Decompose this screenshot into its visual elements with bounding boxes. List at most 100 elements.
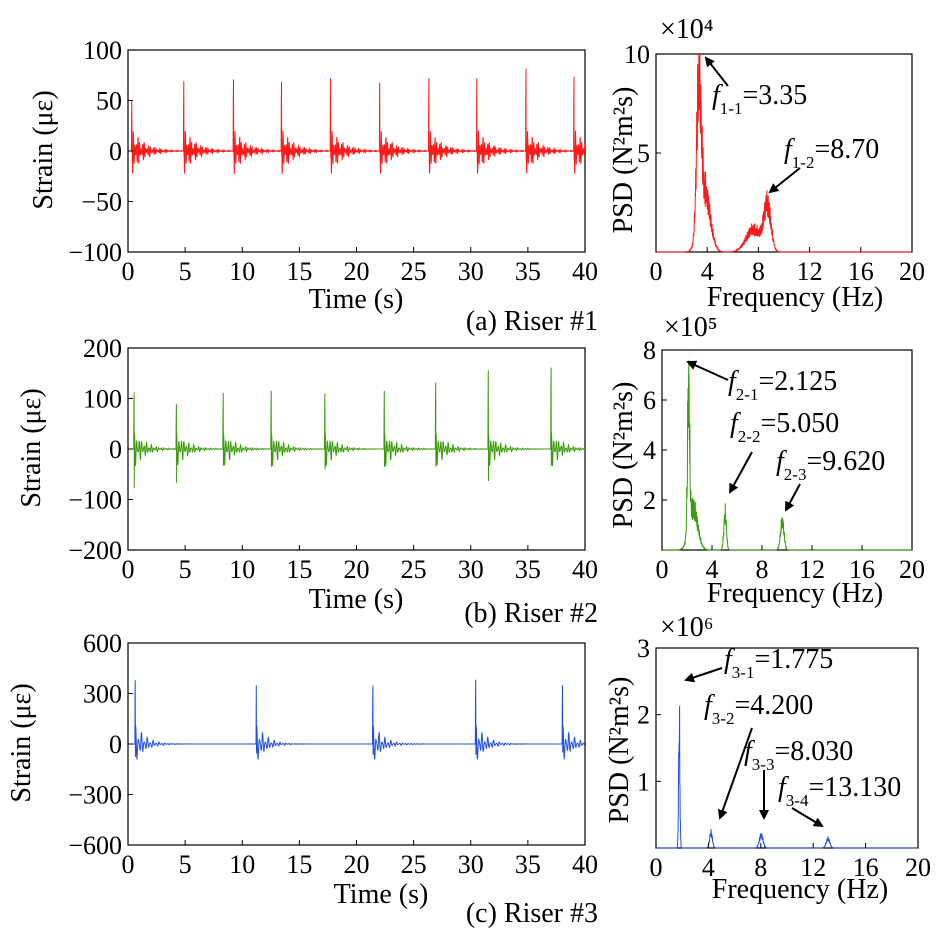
x-tick-label: 5 — [179, 555, 192, 584]
x-tick-label: 40 — [572, 257, 598, 286]
y-axis-label: PSD (N²m²s) — [608, 382, 639, 529]
y-tick-label: 2 — [643, 486, 656, 515]
y-tick-label: −50 — [81, 188, 122, 217]
peak-annotation: f2-3=9.620 — [776, 446, 885, 484]
annotation-arrow — [704, 56, 729, 87]
series-line — [656, 705, 918, 849]
x-tick-label: 4 — [706, 555, 719, 584]
x-tick-label: 40 — [572, 555, 598, 584]
y-tick-label: 8 — [643, 336, 656, 365]
y-tick-label: 3 — [637, 634, 650, 663]
scale-label: ×10⁵ — [664, 312, 718, 343]
x-tick-label: 25 — [401, 850, 427, 879]
strain-panel-riser3: −600 −300 0 300 600 0 5 10 15 20 25 30 35 40 Strain (… — [6, 629, 598, 929]
x-tick-label: 16 — [853, 853, 879, 882]
y-tick-label: −100 — [68, 486, 122, 515]
peak-annotation: f3-3=8.030 — [744, 736, 853, 774]
y-tick-label: 10 — [624, 40, 650, 69]
x-tick-label: 0 — [656, 555, 669, 584]
y-axis-label: PSD (N²m²s) — [604, 677, 635, 824]
y-tick-label: 50 — [96, 87, 122, 116]
peak-annotation: f3-1=1.775 — [724, 644, 833, 682]
x-tick-label: 15 — [286, 555, 312, 584]
x-tick-label: 5 — [179, 850, 192, 879]
scale-label: ×10⁴ — [660, 14, 714, 45]
y-axis-label: PSD (N²m²s) — [608, 87, 639, 234]
x-tick-label: 35 — [515, 555, 541, 584]
x-axis-label: Time (s) — [334, 879, 429, 910]
x-tick-label: 0 — [122, 850, 135, 879]
y-tick-label: 100 — [83, 36, 122, 65]
x-tick-label: 35 — [515, 850, 541, 879]
peak-annotation: f3-2=4.200 — [704, 690, 813, 728]
series-line — [128, 367, 586, 488]
x-tick-label: 20 — [344, 555, 370, 584]
y-tick-label: 600 — [83, 629, 122, 658]
y-axis-label: Strain (με) — [28, 90, 59, 209]
x-tick-label: 8 — [752, 257, 765, 286]
x-tick-label: 4 — [702, 853, 715, 882]
series-line — [128, 68, 586, 175]
x-tick-label: 12 — [800, 853, 826, 882]
y-tick-label: 0 — [109, 137, 122, 166]
series-line — [128, 679, 586, 760]
annotation-arrow — [729, 451, 753, 494]
x-tick-label: 8 — [754, 853, 767, 882]
x-tick-label: 0 — [650, 257, 663, 286]
peak-annotation: f2-2=5.050 — [730, 408, 839, 446]
peak-annotation: f1-1=3.35 — [712, 80, 807, 118]
x-tick-label: 4 — [701, 257, 714, 286]
x-tick-label: 30 — [458, 257, 484, 286]
y-axis-label: Strain (με) — [16, 388, 47, 507]
x-axis-label: Time (s) — [309, 584, 404, 615]
x-tick-label: 0 — [122, 555, 135, 584]
x-tick-label: 20 — [899, 257, 925, 286]
y-tick-label: 0 — [109, 730, 122, 759]
x-tick-label: 12 — [797, 257, 823, 286]
y-tick-label: 0 — [109, 435, 122, 464]
x-axis-label: Frequency (Hz) — [712, 874, 888, 905]
annotation-arrow — [686, 360, 729, 381]
annotation-arrow — [768, 167, 801, 194]
annotation-arrow — [785, 483, 801, 512]
y-tick-label: 100 — [83, 385, 122, 414]
x-tick-label: 10 — [229, 257, 255, 286]
x-tick-label: 20 — [905, 853, 931, 882]
panel-caption: (b) Riser #2 — [464, 598, 598, 629]
y-tick-label: −300 — [68, 781, 122, 810]
panel-caption: (a) Riser #1 — [466, 306, 598, 337]
x-tick-label: 5 — [179, 257, 192, 286]
x-tick-label: 25 — [401, 257, 427, 286]
x-tick-label: 0 — [650, 853, 663, 882]
x-tick-label: 25 — [401, 555, 427, 584]
x-tick-label: 10 — [229, 555, 255, 584]
x-tick-label: 35 — [515, 257, 541, 286]
x-tick-label: 16 — [848, 257, 874, 286]
x-tick-label: 8 — [756, 555, 769, 584]
strain-panel-riser1: −100 −50 0 50 100 0 5 10 15 20 25 30 35 40 Strain (με… — [28, 36, 598, 337]
x-tick-label: 15 — [286, 850, 312, 879]
x-tick-label: 20 — [899, 555, 925, 584]
y-tick-label: 1 — [637, 767, 650, 796]
y-tick-label: −100 — [68, 238, 122, 267]
x-tick-label: 20 — [344, 257, 370, 286]
x-tick-label: 30 — [458, 555, 484, 584]
x-tick-label: 40 — [572, 850, 598, 879]
psd-panel-riser2: 2 4 6 8 0 4 8 12 16 20 ×10⁵ PSD (N²m²s) Frequency… — [608, 312, 925, 609]
series-line — [656, 53, 912, 253]
x-tick-label: 10 — [229, 850, 255, 879]
y-tick-label: 5 — [637, 139, 650, 168]
psd-panel-riser1: 5 10 0 4 8 12 16 20 ×10⁴ PSD (N²m²s) Frequency … — [608, 14, 925, 313]
strain-panel-riser2: −200 −100 0 100 200 0 5 10 15 20 25 30 35 40 Strain (… — [16, 334, 598, 629]
x-tick-label: 12 — [799, 555, 825, 584]
y-tick-label: 300 — [83, 680, 122, 709]
peak-annotation: f3-4=13.130 — [778, 772, 901, 810]
x-axis-label: Frequency (Hz) — [707, 282, 883, 313]
y-tick-label: 4 — [643, 436, 656, 465]
annotation-arrow — [791, 807, 824, 828]
peak-annotation: f1-2=8.70 — [784, 134, 879, 172]
annotation-arrow — [717, 727, 753, 820]
y-axis-label: Strain (με) — [6, 683, 37, 802]
